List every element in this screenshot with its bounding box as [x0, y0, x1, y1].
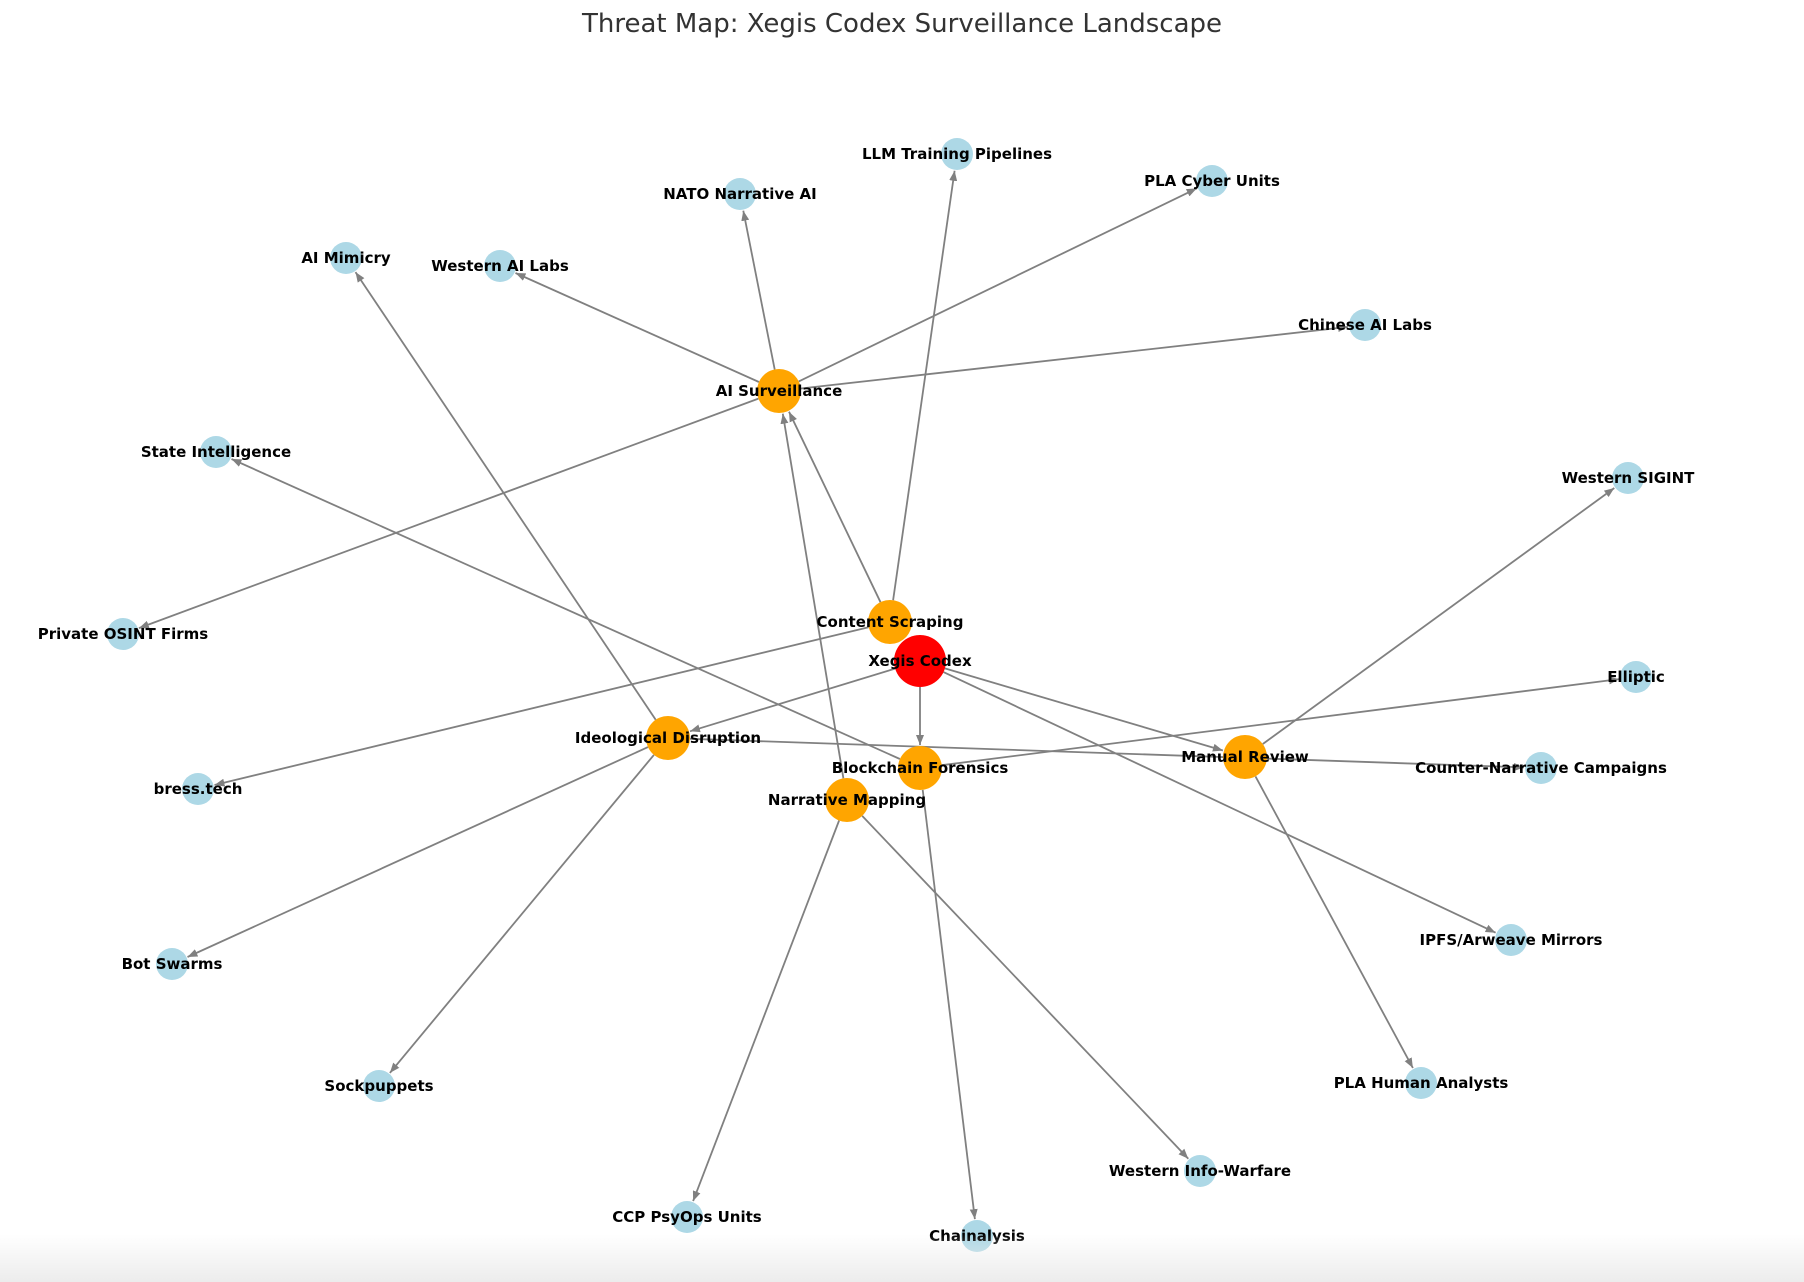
node-nato[interactable]	[724, 178, 756, 210]
node-pla_cyber[interactable]	[1196, 165, 1228, 197]
node-manual[interactable]	[1223, 735, 1267, 779]
node-ccp[interactable]	[671, 1201, 703, 1233]
node-counter[interactable]	[1525, 752, 1557, 784]
node-llm[interactable]	[941, 138, 973, 170]
edge-content-to-llm	[892, 170, 958, 601]
node-west_ai[interactable]	[484, 250, 516, 282]
node-label-narr: Narrative Mapping	[768, 791, 926, 809]
node-label-manual: Manual Review	[1181, 748, 1309, 766]
node-ai_surv[interactable]	[757, 369, 801, 413]
edge-manual-to-sigint	[1262, 487, 1615, 745]
node-label-chain: Chainalysis	[929, 1227, 1025, 1245]
edge-ideo-to-bots	[187, 746, 649, 958]
node-xegis[interactable]	[894, 635, 946, 687]
edge-ai_surv-to-cn_ai	[800, 324, 1349, 390]
node-label-ai_surv: AI Surveillance	[716, 382, 843, 400]
node-label-pla_cyber: PLA Cyber Units	[1144, 172, 1280, 190]
node-label-ai_mim: AI Mimicry	[301, 249, 391, 267]
edge-content-to-ai_surv	[788, 411, 882, 603]
node-label-cn_ai: Chinese AI Labs	[1298, 316, 1432, 334]
edge-narr-to-ccp	[692, 820, 840, 1202]
edge-ai_surv-to-west_ai	[515, 272, 760, 383]
node-ideo[interactable]	[646, 716, 690, 760]
edge-xegis-to-ipfs	[943, 671, 1496, 934]
edge-manual-to-pla_human	[1254, 775, 1414, 1069]
node-label-content: Content Scraping	[817, 613, 964, 631]
node-label-ccp: CCP PsyOps Units	[612, 1208, 761, 1226]
node-sigint[interactable]	[1612, 462, 1644, 494]
node-label-llm: LLM Training Pipelines	[862, 145, 1052, 163]
node-label-bots: Bot Swarms	[122, 955, 223, 973]
node-sock[interactable]	[363, 1070, 395, 1102]
node-ipfs[interactable]	[1495, 924, 1527, 956]
edge-ideo-to-ai_mim	[354, 271, 657, 721]
node-label-sigint: Western SIGINT	[1562, 469, 1696, 487]
node-label-bress: bress.tech	[154, 780, 243, 798]
diagram-title: Threat Map: Xegis Codex Surveillance Lan…	[581, 9, 1222, 39]
node-label-block: Blockchain Forensics	[832, 759, 1009, 777]
edge-block-to-chain	[921, 789, 978, 1220]
node-label-sock: Sockpuppets	[324, 1077, 433, 1095]
edge-ai_surv-to-pla_cyber	[798, 187, 1198, 383]
node-bress[interactable]	[182, 773, 214, 805]
node-label-ipfs: IPFS/Arweave Mirrors	[1420, 931, 1603, 949]
edge-ideo-to-counter	[689, 737, 1525, 772]
edge-narr-to-ai_surv	[780, 413, 845, 779]
edge-narr-to-west_info	[861, 815, 1189, 1160]
edge-ideo-to-sock	[389, 754, 655, 1074]
node-narr[interactable]	[825, 778, 869, 822]
node-label-nato: NATO Narrative AI	[663, 185, 816, 203]
edge-xegis-to-manual	[944, 667, 1224, 752]
node-label-counter: Counter-Narrative Campaigns	[1415, 759, 1667, 777]
node-label-state: State Intelligence	[141, 443, 291, 461]
node-bots[interactable]	[156, 948, 188, 980]
node-ai_mim[interactable]	[330, 242, 362, 274]
edge-content-to-bress	[214, 626, 869, 787]
nodes-layer	[107, 138, 1652, 1252]
node-label-ideo: Ideological Disruption	[575, 729, 761, 747]
node-label-elliptic: Elliptic	[1607, 668, 1665, 686]
edge-ai_surv-to-nato	[741, 210, 776, 370]
node-state[interactable]	[200, 436, 232, 468]
node-pla_human[interactable]	[1405, 1067, 1437, 1099]
node-cn_ai[interactable]	[1349, 309, 1381, 341]
node-elliptic[interactable]	[1620, 661, 1652, 693]
node-label-west_ai: Western AI Labs	[431, 257, 569, 275]
node-osint[interactable]	[107, 618, 139, 650]
edges-layer	[138, 170, 1620, 1220]
labels-layer: Xegis Codex AI Surveillance Content Scrapi…	[38, 145, 1695, 1245]
edge-ai_surv-to-osint	[138, 397, 759, 629]
node-west_info[interactable]	[1184, 1155, 1216, 1187]
node-label-west_info: Western Info-Warfare	[1109, 1162, 1291, 1180]
edge-block-to-elliptic	[941, 676, 1620, 767]
node-label-osint: Private OSINT Firms	[38, 625, 209, 643]
node-content[interactable]	[868, 600, 912, 644]
node-label-pla_human: PLA Human Analysts	[1334, 1074, 1509, 1092]
edge-xegis-to-ideo	[689, 667, 896, 733]
node-block[interactable]	[898, 746, 942, 790]
edge-block-to-state	[231, 458, 901, 760]
node-label-xegis: Xegis Codex	[868, 652, 972, 670]
